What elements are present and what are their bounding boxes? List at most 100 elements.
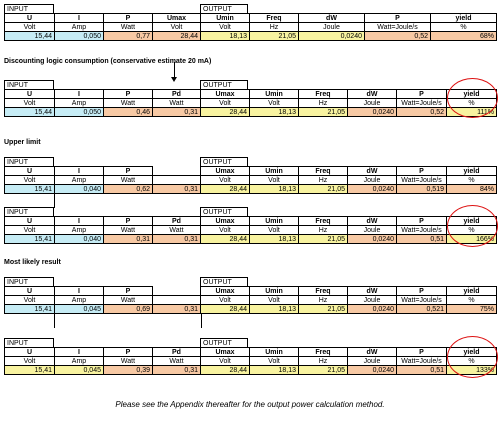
value-cell: 68% <box>430 31 497 41</box>
value-cell: 0,045 <box>54 304 104 314</box>
unit-cell: % <box>446 175 497 185</box>
caption-likely: Most likely result <box>4 259 61 266</box>
header-cell <box>152 286 201 296</box>
header-cell: Freq <box>298 166 348 176</box>
unit-cell: Watt <box>103 356 153 366</box>
unit-cell: Hz <box>249 22 299 32</box>
footnote: Please see the Appendix thereafter for t… <box>115 400 385 409</box>
value-cell: 21,05 <box>298 234 348 244</box>
unit-cell: Joule <box>347 356 397 366</box>
value-cell: 0,62 <box>103 184 153 194</box>
header-cell: Pd <box>152 347 201 357</box>
unit-cell: Volt <box>200 356 250 366</box>
unit-row: Volt Amp Watt Watt Volt Volt Hz Joule Wa… <box>4 225 497 235</box>
table-5: INPUT OUTPUT U I P Umax Umin Freq dW P y… <box>4 277 497 314</box>
unit-cell: Volt <box>4 295 55 305</box>
table-3: INPUT OUTPUT U I P Umax Umin Freq dW P y… <box>4 157 497 194</box>
value-cell: 0,050 <box>54 107 104 117</box>
header-row: U I P Pd Umax Umin Freq dW P yield <box>4 89 497 99</box>
unit-cell: Amp <box>54 22 104 32</box>
unit-cell: Joule <box>347 98 397 108</box>
value-cell: 0,69 <box>103 304 153 314</box>
value-cell: 0,31 <box>152 304 201 314</box>
header-cell: I <box>54 166 104 176</box>
value-cell: 28,44 <box>200 107 250 117</box>
table-6: INPUT OUTPUT U I P Pd Umax Umin Freq dW … <box>4 338 497 375</box>
unit-cell: Volt <box>200 295 250 305</box>
unit-cell: Watt=Joule/s <box>396 175 447 185</box>
header-cell: P <box>103 347 153 357</box>
output-label: OUTPUT <box>200 80 248 89</box>
value-cell: 0,0240 <box>298 31 365 41</box>
value-cell: 0,31 <box>152 234 201 244</box>
value-cell: 0,52 <box>364 31 431 41</box>
value-cell: 0,31 <box>152 184 201 194</box>
value-cell: 0,0240 <box>347 107 397 117</box>
header-cell: Umax <box>200 166 250 176</box>
unit-cell: Watt <box>103 22 153 32</box>
connector-line <box>54 314 55 328</box>
value-row: 15,41 0,045 0,69 0,31 28,44 18,13 21,05 … <box>4 304 497 314</box>
value-cell: 0,521 <box>396 304 447 314</box>
header-cell: yield <box>446 286 497 296</box>
connector-line <box>54 194 55 208</box>
unit-cell: Volt <box>4 98 55 108</box>
unit-row: Volt Amp Watt Volt Volt Hz Joule Watt=Jo… <box>4 295 497 305</box>
unit-cell: Watt=Joule/s <box>396 295 447 305</box>
value-cell: 0,040 <box>54 184 104 194</box>
value-cell: 0,39 <box>103 365 153 375</box>
value-cell: 0,0240 <box>347 365 397 375</box>
unit-cell: Volt <box>249 175 299 185</box>
caption-discounting: Discounting logic consumption (conservat… <box>4 58 212 65</box>
value-cell: 18,13 <box>249 234 299 244</box>
header-cell: P <box>364 13 431 23</box>
value-row: 15,44 0,050 0,77 28,44 18,13 21,05 0,024… <box>4 31 497 41</box>
highlight-circle <box>447 78 498 118</box>
unit-cell: Watt=Joule/s <box>396 98 447 108</box>
header-cell: Freq <box>298 89 348 99</box>
value-cell: 18,13 <box>249 107 299 117</box>
header-cell: P <box>103 166 153 176</box>
header-cell: Umin <box>249 216 299 226</box>
header-cell: I <box>54 89 104 99</box>
header-cell: P <box>396 216 447 226</box>
unit-cell: Amp <box>54 225 104 235</box>
highlight-circle <box>447 205 498 247</box>
header-cell: Pd <box>152 89 201 99</box>
unit-cell: Joule <box>347 295 397 305</box>
value-cell: 75% <box>446 304 497 314</box>
header-cell: Umin <box>200 13 250 23</box>
header-row: U I P Pd Umax Umin Freq dW P yield <box>4 347 497 357</box>
unit-cell: Volt <box>152 22 201 32</box>
unit-cell: % <box>430 22 497 32</box>
header-cell: Umin <box>249 166 299 176</box>
header-cell: I <box>54 216 104 226</box>
header-cell: Freq <box>298 347 348 357</box>
value-cell: 15,41 <box>4 184 55 194</box>
header-cell: I <box>54 13 104 23</box>
header-cell: I <box>54 347 104 357</box>
unit-cell: Amp <box>54 175 104 185</box>
header-row: U I P Umax Umin Freq dW P yield <box>4 13 497 23</box>
output-label: OUTPUT <box>200 338 248 347</box>
value-cell: 0,52 <box>396 107 447 117</box>
value-row: 15,44 0,050 0,46 0,31 28,44 18,13 21,05 … <box>4 107 497 117</box>
header-cell: dW <box>347 286 397 296</box>
unit-row: Volt Amp Watt Volt Volt Hz Joule Watt=Jo… <box>4 22 497 32</box>
unit-cell: Volt <box>4 22 55 32</box>
header-cell: P <box>396 89 447 99</box>
unit-row: Volt Amp Watt Watt Volt Volt Hz Joule Wa… <box>4 356 497 366</box>
header-cell: yield <box>430 13 497 23</box>
value-cell: 21,05 <box>298 304 348 314</box>
header-cell: dW <box>347 166 397 176</box>
unit-cell: Watt=Joule/s <box>364 22 431 32</box>
value-cell: 0,045 <box>54 365 104 375</box>
unit-cell: Volt <box>249 295 299 305</box>
header-cell: P <box>396 166 447 176</box>
value-cell: 0,77 <box>103 31 153 41</box>
unit-cell: Joule <box>347 175 397 185</box>
unit-cell: Volt <box>200 22 250 32</box>
unit-cell: Amp <box>54 356 104 366</box>
header-row: U I P Umax Umin Freq dW P yield <box>4 286 497 296</box>
value-cell: 84% <box>446 184 497 194</box>
